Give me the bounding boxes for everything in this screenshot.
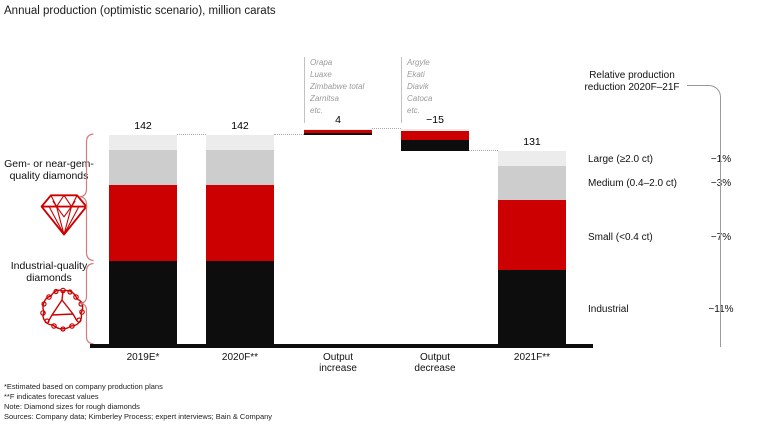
bar-2020F**-segment-Medium (0.4–2.0 ct) <box>206 149 274 186</box>
industrial-diamond-icon <box>40 287 85 332</box>
gem-quality-label: Gem- or near-gem- quality diamonds <box>4 158 94 182</box>
reduction-axis-line <box>720 113 721 347</box>
bar-2021F**-segment-Industrial <box>498 269 566 345</box>
bar-Output decrease-segment-Small (<0.4 ct) <box>401 131 469 140</box>
mine-name: Zimbabwe total <box>310 82 365 91</box>
bar-total-label: 142 <box>231 119 249 132</box>
relative-reduction-header: Relative production reduction 2020F–21F <box>584 70 680 93</box>
bar-Output decrease-segment-Large (≥2.0 ct) <box>401 128 469 132</box>
bar-total-label: 142 <box>134 119 152 132</box>
size-category-label: Small (<0.4 ct) <box>588 232 653 243</box>
bar-Output decrease-segment-Industrial <box>401 140 469 152</box>
x-axis-label: Output decrease <box>414 352 456 374</box>
mine-name: etc. <box>407 106 420 115</box>
industrial-quality-label: Industrial-quality diamonds <box>10 260 88 284</box>
reduction-percent: −11% <box>701 304 741 315</box>
bar-total-label: −15 <box>426 113 444 126</box>
mine-name: Zarnitsa <box>310 94 339 103</box>
reduction-percent: −7% <box>701 232 741 243</box>
mine-name: Argyle <box>407 58 430 67</box>
bar-2021F**-segment-Medium (0.4–2.0 ct) <box>498 165 566 200</box>
bar-2019E*-segment-Industrial <box>109 260 177 345</box>
reduction-percent: −1% <box>701 154 741 165</box>
size-category-label: Medium (0.4–2.0 ct) <box>588 178 677 189</box>
bar-2019E*-segment-Medium (0.4–2.0 ct) <box>109 149 177 186</box>
bar-2020F**-segment-Large (≥2.0 ct) <box>206 134 274 150</box>
footnote-line: **F indicates forecast values <box>4 392 99 401</box>
footnote-line: Note: Diamond sizes for rough diamonds <box>4 402 140 411</box>
bar-2021F**-segment-Large (≥2.0 ct) <box>498 151 566 166</box>
size-category-label: Industrial <box>588 304 629 315</box>
x-axis-line <box>90 344 593 348</box>
waterfall-connector <box>372 127 401 129</box>
footnote-line: *Estimated based on company production p… <box>4 382 163 391</box>
mine-name: Orapa <box>310 58 333 67</box>
gem-diamond-icon <box>40 194 88 236</box>
footnote-line: Sources: Company data; Kimberley Process… <box>4 412 273 421</box>
bar-total-label: 4 <box>335 113 341 126</box>
x-axis-label: 2019E* <box>126 352 160 363</box>
waterfall-connector <box>274 133 304 135</box>
bar-2020F**-segment-Small (<0.4 ct) <box>206 185 274 261</box>
bar-2019E*-segment-Small (<0.4 ct) <box>109 185 177 261</box>
reduction-percent: −3% <box>701 178 741 189</box>
mine-name: Luaxe <box>310 70 332 79</box>
bar-total-label: 131 <box>523 136 541 149</box>
x-axis-label: 2020F** <box>221 352 259 363</box>
bar-Output increase-segment-Small (<0.4 ct) <box>304 129 372 133</box>
mine-name: Catoca <box>407 94 433 103</box>
mine-list-annotation: Argyle Ekati Diavik Catoca etc. <box>401 57 432 123</box>
mine-list-annotation: Orapa Luaxe Zimbabwe total Zarnitsa etc. <box>304 57 364 123</box>
waterfall-connector <box>469 150 498 152</box>
header-connector-line <box>687 85 721 114</box>
bar-Output increase-segment-Industrial <box>304 132 372 135</box>
waterfall-connector <box>177 133 206 135</box>
bar-Output increase-segment-Large (≥2.0 ct) <box>304 128 372 130</box>
bar-2021F**-segment-Small (<0.4 ct) <box>498 199 566 270</box>
size-category-label: Large (≥2.0 ct) <box>588 154 653 165</box>
chart-title: Annual production (optimistic scenario),… <box>4 5 276 17</box>
mine-name: Diavik <box>407 82 429 91</box>
mine-name: Ekati <box>407 70 425 79</box>
mine-name: etc. <box>310 106 323 115</box>
bar-2019E*-segment-Large (≥2.0 ct) <box>109 134 177 150</box>
bar-2020F**-segment-Industrial <box>206 260 274 345</box>
x-axis-label: Output increase <box>319 352 357 374</box>
x-axis-label: 2021F** <box>513 352 551 363</box>
